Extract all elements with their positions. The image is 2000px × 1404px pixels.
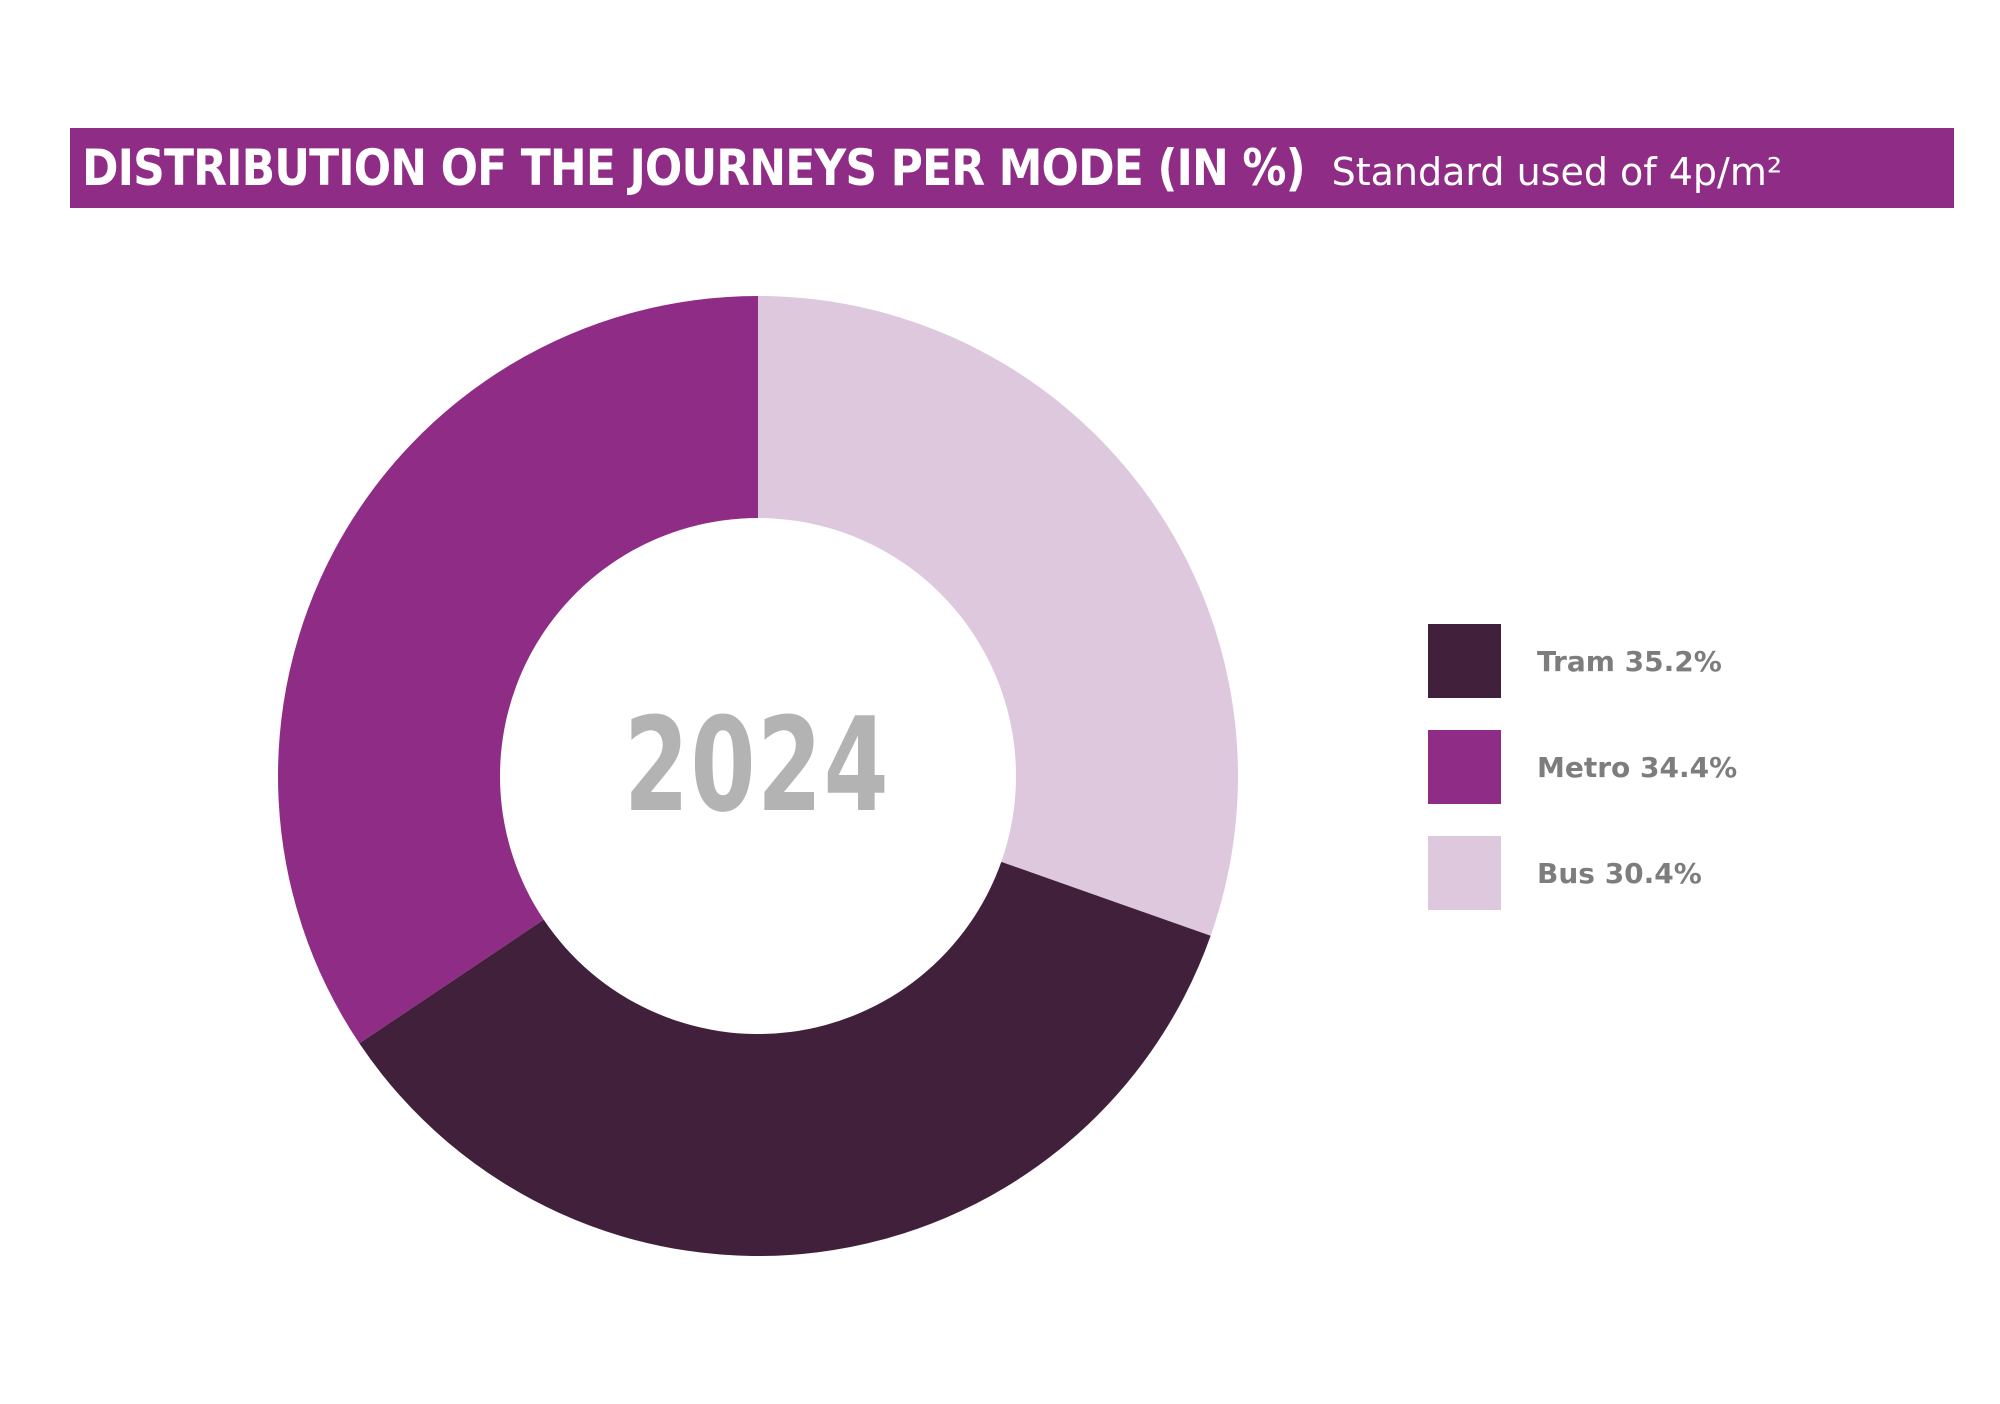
donut-slice-bus: [758, 296, 1238, 936]
legend-item-bus: Bus 30.4%: [1428, 836, 1737, 910]
legend-swatch-metro: [1428, 730, 1501, 804]
legend-swatch-tram: [1428, 624, 1501, 698]
chart-title: DISTRIBUTION OF THE JOURNEYS PER MODE (I…: [82, 139, 1306, 197]
center-year-label: 2024: [623, 689, 891, 841]
legend: Tram 35.2% Metro 34.4% Bus 30.4%: [1428, 624, 1737, 942]
title-banner: DISTRIBUTION OF THE JOURNEYS PER MODE (I…: [70, 128, 1954, 208]
legend-label-metro: Metro 34.4%: [1537, 750, 1738, 784]
donut-slice-tram: [359, 861, 1211, 1257]
chart-subtitle: Standard used of 4p/m²: [1331, 150, 1783, 194]
legend-item-tram: Tram 35.2%: [1428, 624, 1737, 698]
legend-label-tram: Tram 35.2%: [1537, 644, 1722, 678]
legend-swatch-bus: [1428, 836, 1501, 910]
donut-slice-metro: [278, 296, 758, 1044]
legend-item-metro: Metro 34.4%: [1428, 730, 1737, 804]
legend-label-bus: Bus 30.4%: [1537, 856, 1702, 890]
